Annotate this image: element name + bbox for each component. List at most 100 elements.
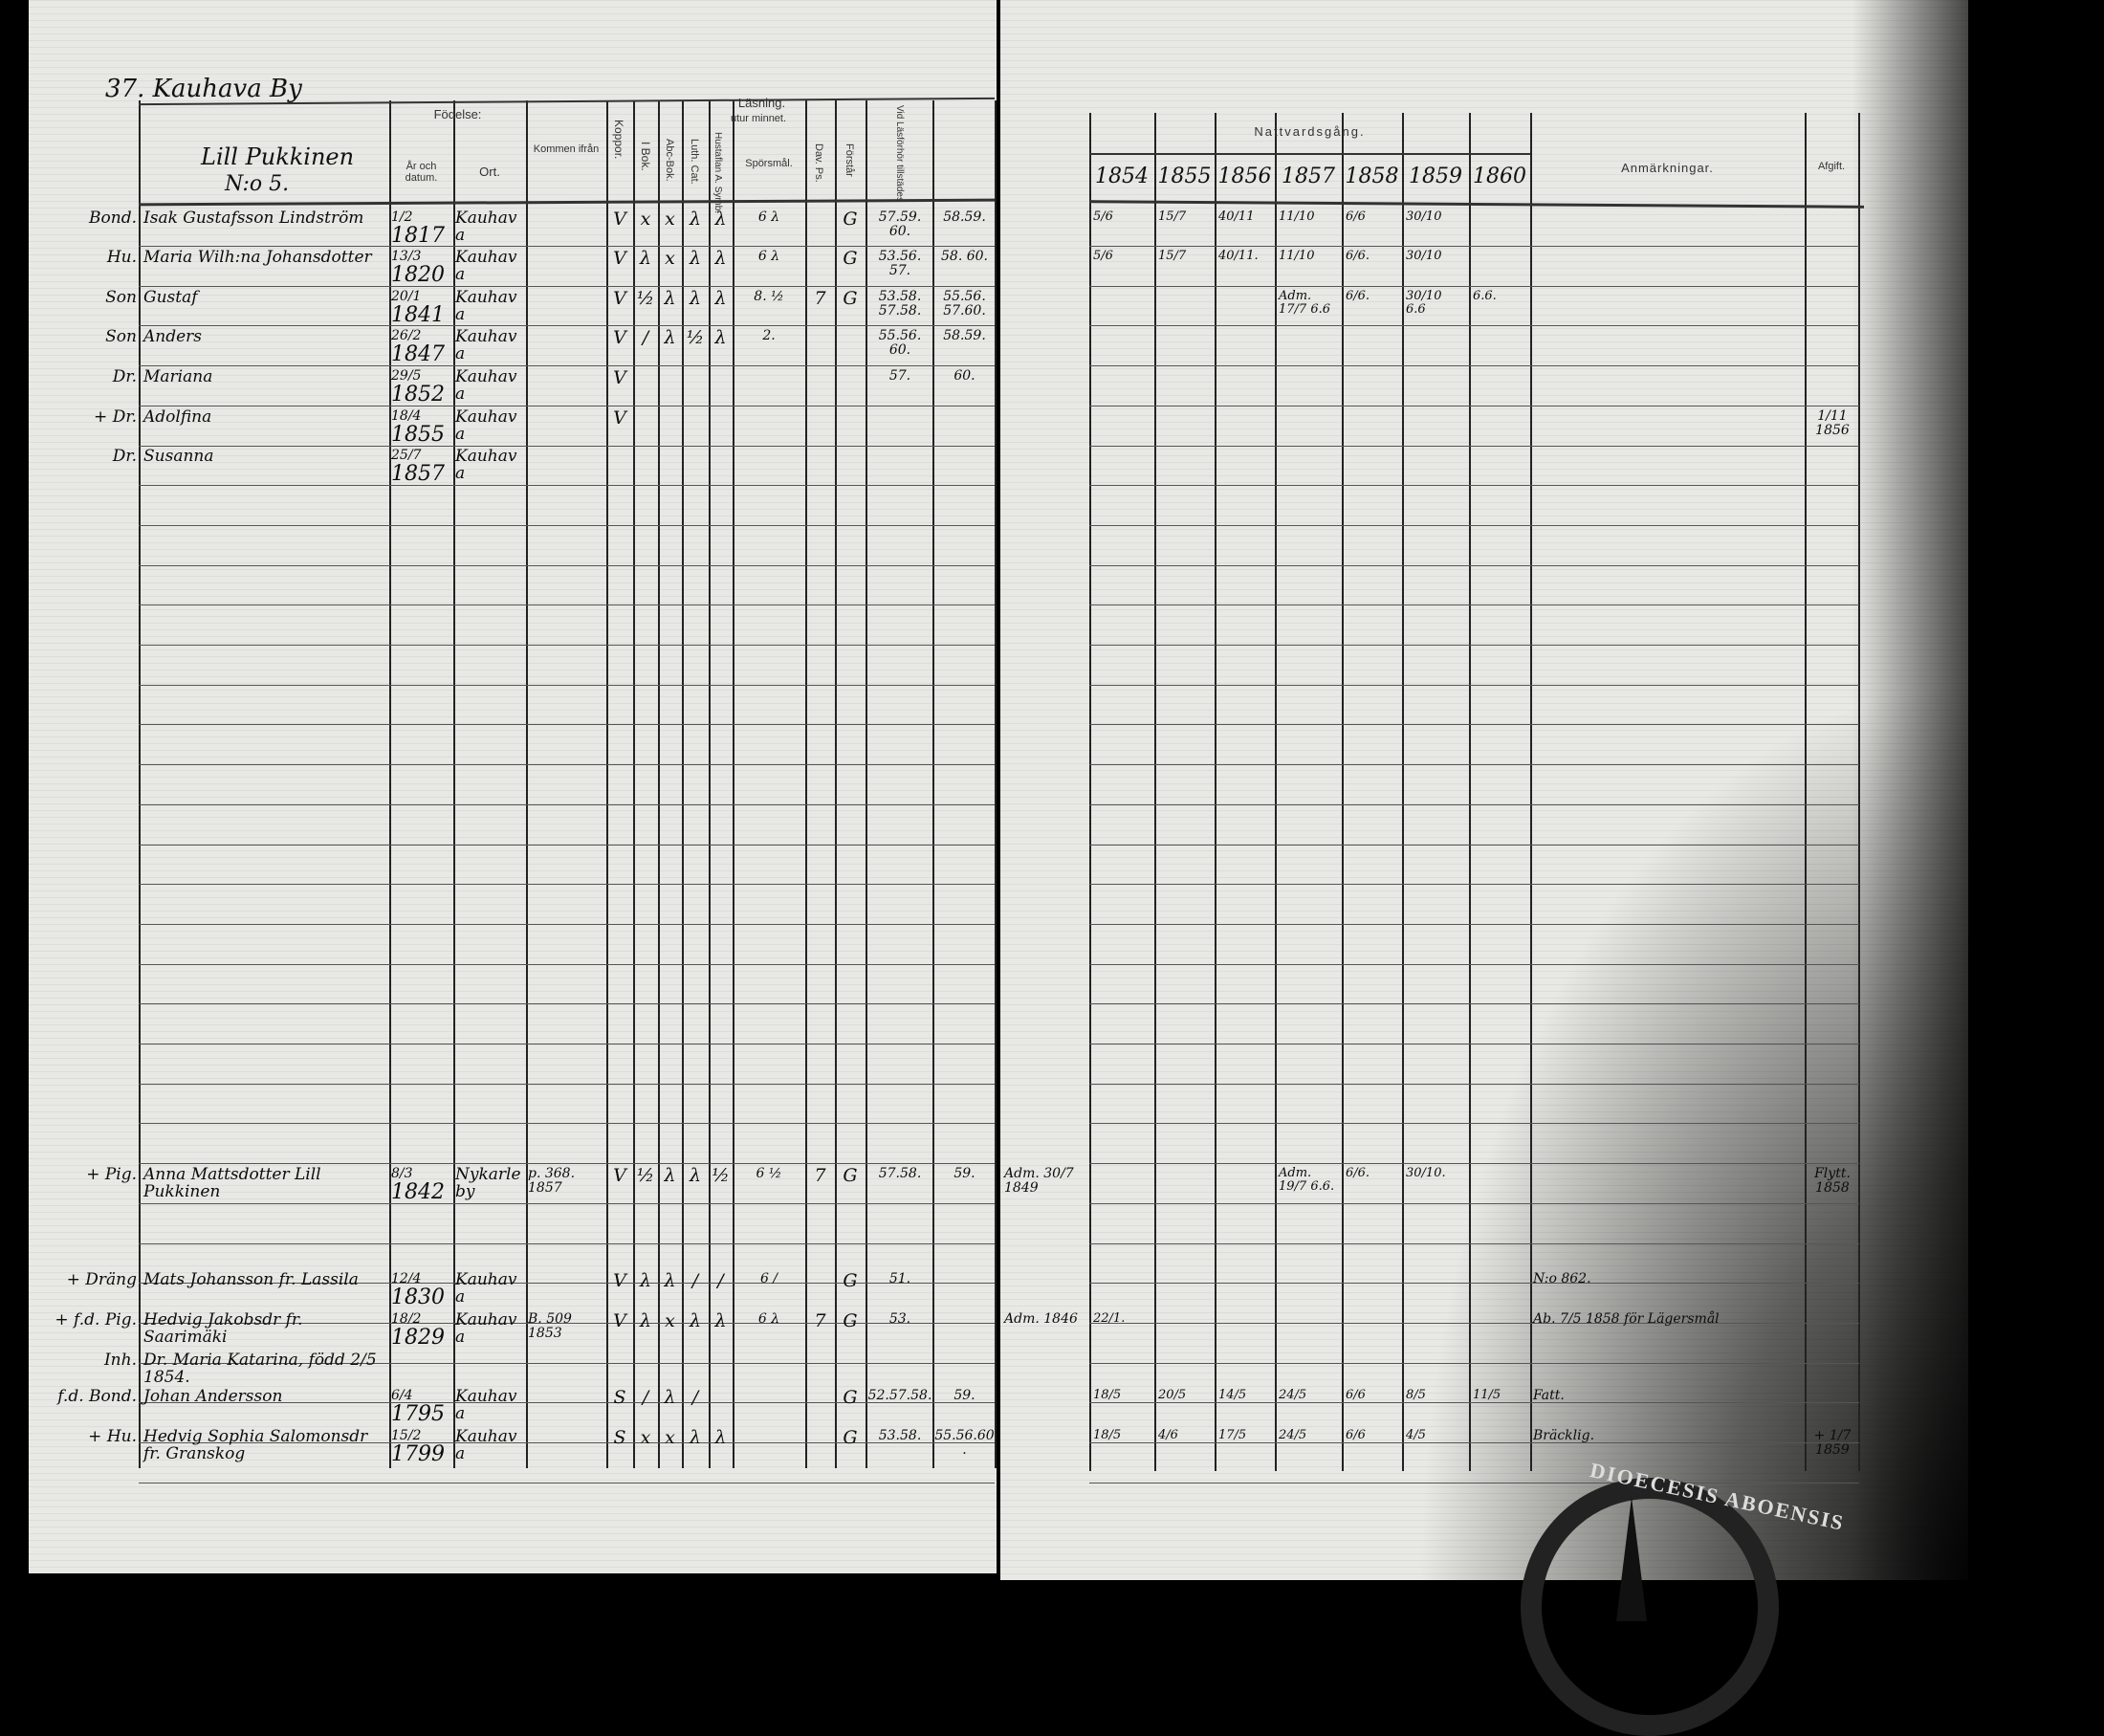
entry-abc: λ bbox=[664, 327, 676, 348]
row-rule bbox=[139, 1123, 995, 1125]
entry-lasforhor2: 60. bbox=[953, 368, 975, 384]
row-rule bbox=[139, 285, 995, 287]
year-1857: 1857 bbox=[1282, 165, 1335, 188]
row-rule bbox=[139, 1283, 995, 1285]
entry-name: Hedvig Jakobsdr fr. Saarimäki bbox=[143, 1310, 303, 1347]
entry-lasforhor2: 58.59. bbox=[943, 209, 986, 225]
entry-remarks: Fatt. bbox=[1533, 1388, 1565, 1403]
entry-luth: λ bbox=[689, 209, 702, 230]
entry-afgift: 1/11 1856 bbox=[1815, 408, 1850, 438]
row-rule bbox=[139, 844, 995, 846]
entry-abc: λ bbox=[664, 1270, 676, 1291]
column-divider bbox=[139, 100, 141, 1468]
communion-1858: 6/6 bbox=[1346, 1428, 1366, 1442]
row-rule bbox=[1089, 884, 1859, 886]
column-divider bbox=[995, 100, 997, 1468]
row-rule bbox=[1089, 405, 1859, 407]
stamp-tower-icon bbox=[1616, 1497, 1647, 1621]
entry-forstar: G bbox=[843, 248, 858, 269]
entry-place: Kauhava bbox=[455, 1270, 517, 1307]
row-rule bbox=[1089, 844, 1859, 846]
year-1856: 1856 bbox=[1217, 165, 1272, 188]
entry-sporsmal: 6 ½ bbox=[756, 1166, 782, 1181]
header-koppor: Koppor. bbox=[612, 120, 625, 160]
column-divider bbox=[1530, 113, 1532, 1471]
entry-sporsmal: 6 λ bbox=[757, 249, 780, 264]
entry-role: Dr. bbox=[112, 367, 137, 386]
entry-abc: λ bbox=[664, 1387, 676, 1408]
entry-kopper: V bbox=[613, 248, 626, 269]
communion-1859: 30/10 6.6 bbox=[1406, 289, 1442, 317]
communion-1859: 30/10 bbox=[1406, 209, 1442, 224]
row-rule bbox=[139, 604, 995, 606]
row-rule bbox=[1089, 1242, 1859, 1244]
entry-lasforhor: 57.58. bbox=[878, 1166, 922, 1181]
entry-bok: λ bbox=[639, 1270, 652, 1291]
communion-1858: 6/6 bbox=[1346, 1388, 1366, 1402]
row-rule bbox=[1089, 246, 1859, 247]
entry-lasforhor: 55.56. 60. bbox=[878, 328, 922, 358]
entry-dm: 18/2 bbox=[391, 1311, 422, 1327]
communion-1854: 5/6 bbox=[1093, 249, 1113, 263]
entry-luth: λ bbox=[689, 1310, 702, 1331]
row-rule bbox=[1089, 1442, 1859, 1443]
entry-role: Bond. bbox=[89, 209, 137, 228]
communion-1855: 20/5 bbox=[1158, 1388, 1187, 1402]
communion-1854: 5/6 bbox=[1093, 209, 1113, 224]
communion-1857: 24/5 bbox=[1279, 1428, 1307, 1442]
entry-lasforhor: 52.57.58. bbox=[867, 1388, 932, 1403]
entry-place: Kauhava bbox=[455, 288, 517, 324]
header-kommen: Kommen ifrån bbox=[533, 143, 600, 155]
communion-1857: Adm. 17/7 6.6 bbox=[1279, 289, 1330, 317]
entry-place: Kauhava bbox=[455, 327, 517, 363]
entry-bok: ½ bbox=[636, 288, 655, 309]
entry-davps: 7 bbox=[814, 1165, 826, 1186]
entry-lasforhor: 53.58. bbox=[878, 1428, 922, 1443]
entry-forstar: G bbox=[843, 1165, 858, 1186]
row-rule bbox=[139, 445, 995, 447]
right-page bbox=[1000, 0, 1968, 1580]
entry-bok: λ bbox=[639, 1310, 652, 1331]
entry-remarks: Ab. 7/5 1858 för Lägersmål bbox=[1533, 1311, 1720, 1327]
row-rule bbox=[1089, 1202, 1859, 1204]
column-divider bbox=[1089, 113, 1091, 1471]
entry-kopper: V bbox=[613, 1165, 626, 1186]
header-abc: Abc-Bok. bbox=[664, 139, 675, 182]
year-1860: 1860 bbox=[1473, 165, 1526, 188]
entry-role: Son bbox=[105, 288, 137, 307]
row-rule bbox=[139, 1402, 995, 1404]
entry-abc: x bbox=[665, 1427, 675, 1448]
entry-year: 1852 bbox=[391, 383, 445, 407]
row-rule bbox=[1089, 365, 1859, 367]
entry-lasforhor2: 55.56. 57.60. bbox=[943, 289, 986, 319]
header-nattvard: Nattvardsgång. bbox=[1254, 124, 1366, 139]
entry-place: Kauhava bbox=[455, 1310, 517, 1347]
entry-role: Son bbox=[105, 327, 137, 346]
row-rule bbox=[1089, 325, 1859, 327]
entry-place: Kauhava bbox=[455, 447, 517, 483]
row-rule bbox=[139, 1442, 995, 1443]
communion-1855: 4/6 bbox=[1158, 1428, 1178, 1442]
entry-name: Adolfina bbox=[143, 407, 212, 427]
year-1859: 1859 bbox=[1409, 165, 1462, 188]
row-rule bbox=[1089, 1123, 1859, 1125]
entry-lasforhor: 57. bbox=[888, 368, 911, 384]
row-rule bbox=[139, 764, 995, 766]
communion-1857: Adm. 19/7 6.6. bbox=[1279, 1166, 1335, 1194]
entry-name: Anna Mattsdotter Lill Pukkinen bbox=[143, 1165, 321, 1201]
row-rule bbox=[1089, 524, 1859, 526]
entry-sporsmal: 6 λ bbox=[757, 209, 780, 225]
entry-dm: 1/2 bbox=[391, 209, 413, 225]
column-divider bbox=[526, 100, 528, 1468]
entry-luth: / bbox=[691, 1387, 699, 1408]
entry-name: Anders bbox=[143, 327, 203, 346]
entry-year: 1847 bbox=[391, 342, 445, 366]
entry-role: + Dräng bbox=[66, 1270, 137, 1289]
header-luth: Luth. Cat. bbox=[689, 139, 700, 185]
entry-bok: x bbox=[640, 209, 651, 230]
column-divider bbox=[682, 100, 684, 1468]
year-1854: 1854 bbox=[1095, 165, 1149, 188]
communion-1856: 14/5 bbox=[1218, 1388, 1247, 1402]
entry-place: Kauhava bbox=[455, 1387, 517, 1423]
communion-1859: 8/5 bbox=[1406, 1388, 1426, 1402]
